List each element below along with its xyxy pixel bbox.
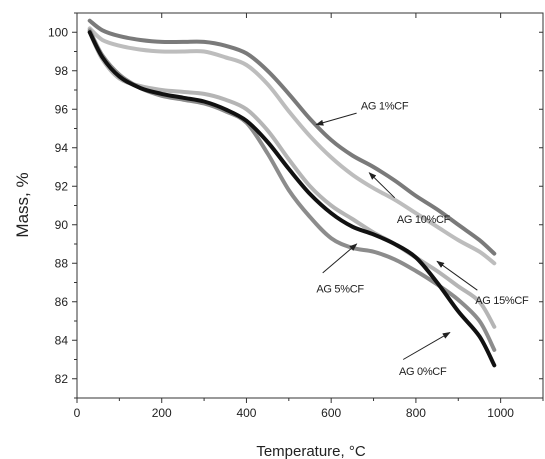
series-line-ag-5pctcf — [87, 28, 497, 352]
plot-area — [76, 12, 544, 399]
x-tick-label: 1000 — [487, 406, 514, 420]
y-tick-label: 92 — [55, 179, 69, 193]
axes-layer: 0 200 400 600 800 1000 82 84 86 88 90 92 94 96 98 100 — [48, 12, 544, 420]
y-tick-label: 90 — [55, 218, 69, 232]
y-tick-label: 96 — [55, 102, 69, 116]
y-tick-label: 84 — [55, 333, 69, 347]
annotation-label: AG 1%CF — [361, 100, 409, 112]
annotation-label: AG 10%CF — [397, 214, 451, 226]
y-tick-label: 100 — [48, 25, 68, 39]
x-tick-label: 200 — [152, 406, 172, 420]
annotation-layer: AG 1%CF AG 10%CF AG 15%CF AG 5%CF AG 0%CF — [315, 100, 529, 378]
x-tick-label: 600 — [321, 406, 341, 420]
series-line-ag-15pctcf — [87, 30, 497, 329]
annotation-arrow — [322, 243, 358, 274]
series-line-ag-0pctcf — [87, 30, 497, 368]
x-tick-label: 800 — [406, 406, 426, 420]
x-tick-label: 400 — [236, 406, 256, 420]
x-tick-label: 0 — [74, 406, 81, 420]
annotation-arrow — [368, 172, 396, 199]
y-tick-label: 82 — [55, 372, 69, 386]
plot-frame — [76, 12, 544, 399]
series-line-ag-1pctcf — [87, 18, 497, 256]
y-tick-label: 88 — [55, 256, 69, 270]
annotation-arrow — [436, 260, 478, 291]
annotation-label: AG 0%CF — [399, 366, 447, 378]
annotation-arrow — [315, 112, 357, 126]
annotation-label: AG 5%CF — [316, 283, 364, 295]
x-axis-title: Temperature, °C — [256, 443, 366, 459]
series-line-ag-10pctcf — [87, 26, 497, 266]
annotation-arrow — [402, 332, 451, 360]
y-tick-label: 86 — [55, 295, 69, 309]
series-layer — [87, 18, 497, 368]
y-tick-label: 98 — [55, 64, 69, 78]
y-tick-label: 94 — [55, 141, 69, 155]
annotation-label: AG 15%CF — [475, 295, 529, 307]
y-axis-title: Mass, % — [13, 172, 32, 237]
